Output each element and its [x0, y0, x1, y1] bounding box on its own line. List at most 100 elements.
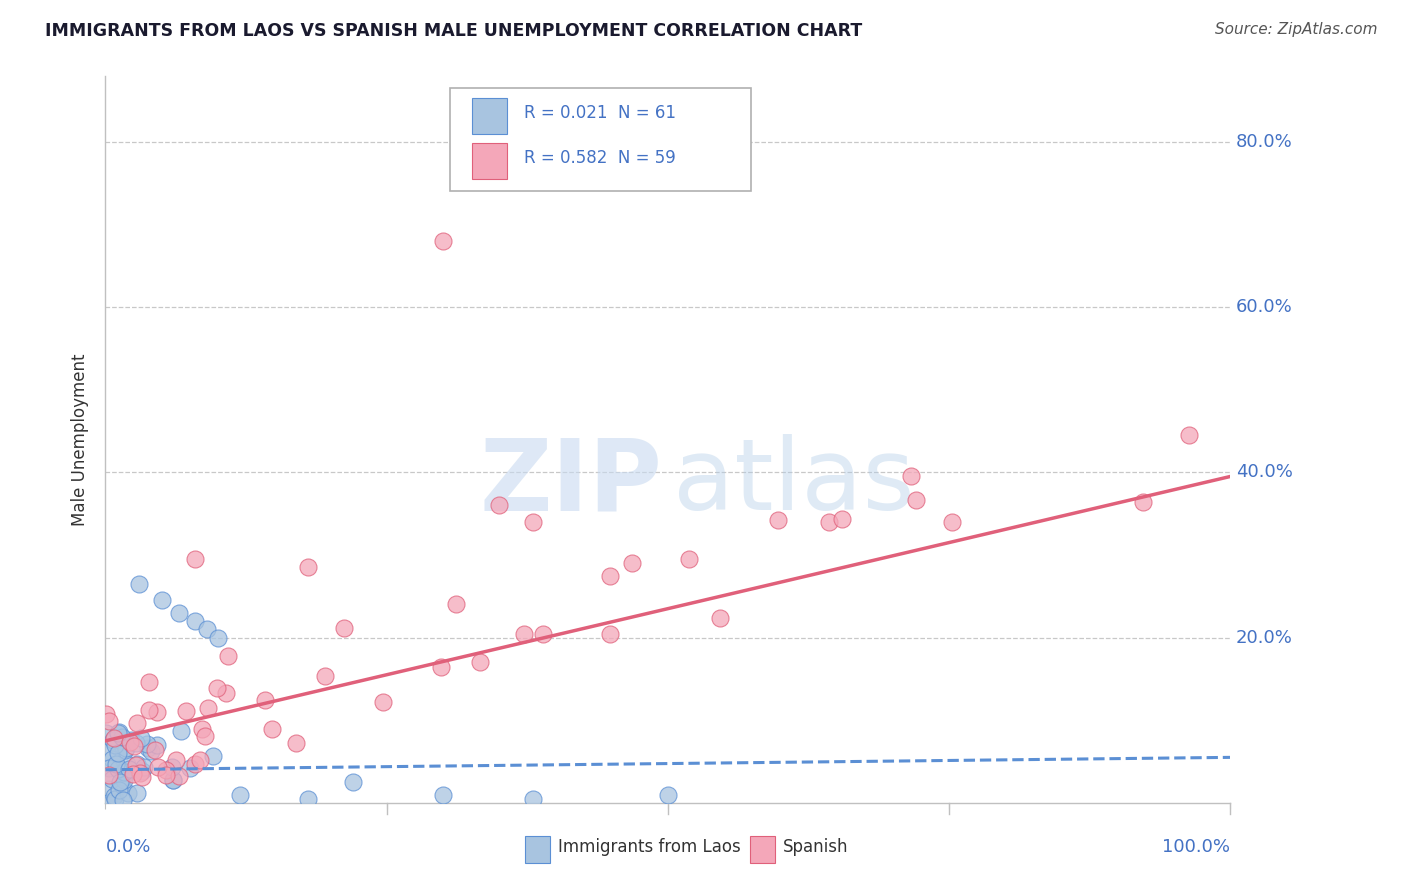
Point — [217, 648, 239, 663]
Point — [184, 552, 207, 566]
Text: 80.0%: 80.0% — [1236, 133, 1292, 151]
Point — [112, 773, 135, 788]
Point — [599, 568, 621, 582]
Point — [135, 737, 157, 751]
Point — [314, 669, 336, 683]
Point — [98, 768, 121, 782]
Point — [104, 792, 127, 806]
Text: Source: ZipAtlas.com: Source: ZipAtlas.com — [1215, 22, 1378, 37]
Point — [143, 743, 166, 757]
Point — [108, 724, 131, 739]
Point — [107, 746, 129, 760]
Point — [657, 788, 679, 802]
Point — [107, 726, 129, 740]
Point — [96, 745, 118, 759]
Point — [284, 736, 307, 750]
Point — [371, 695, 394, 709]
Point — [155, 768, 177, 782]
Point — [101, 733, 124, 747]
Point — [145, 738, 167, 752]
Point — [1132, 494, 1154, 508]
Point — [205, 681, 228, 695]
Point — [429, 659, 451, 673]
Point — [103, 731, 125, 745]
Text: 20.0%: 20.0% — [1236, 629, 1292, 647]
Point — [184, 757, 207, 772]
Point — [709, 611, 731, 625]
Point — [129, 765, 152, 780]
Point — [112, 770, 135, 784]
Point — [121, 766, 143, 780]
Point — [900, 469, 922, 483]
Point — [599, 626, 621, 640]
Point — [162, 772, 184, 787]
Point — [513, 627, 536, 641]
Point — [138, 675, 160, 690]
Point — [97, 714, 120, 729]
Point — [904, 492, 927, 507]
Text: Spanish: Spanish — [783, 838, 848, 856]
Point — [146, 706, 169, 720]
Point — [105, 756, 128, 771]
Point — [103, 789, 125, 803]
Point — [160, 760, 183, 774]
Point — [444, 598, 467, 612]
Text: 60.0%: 60.0% — [1236, 298, 1292, 316]
Point — [155, 764, 177, 778]
Point — [118, 762, 141, 776]
Point — [229, 788, 252, 802]
Point — [124, 736, 146, 750]
Point — [197, 701, 219, 715]
Point — [131, 770, 153, 784]
Point — [101, 752, 124, 766]
Point — [468, 655, 491, 669]
Point — [1178, 428, 1201, 442]
Point — [432, 234, 454, 248]
Point — [112, 764, 135, 779]
Point — [125, 758, 148, 772]
Point — [134, 760, 156, 774]
Point — [136, 740, 159, 755]
Point — [941, 515, 963, 529]
Point — [201, 748, 224, 763]
Point — [103, 738, 125, 752]
Point — [215, 686, 238, 700]
Point — [114, 743, 136, 757]
Point — [141, 744, 163, 758]
Point — [111, 778, 134, 792]
Point — [101, 772, 124, 786]
Point — [97, 782, 120, 797]
Point — [260, 723, 283, 737]
Point — [107, 783, 129, 797]
Point — [117, 786, 139, 800]
Point — [107, 763, 129, 777]
Point — [138, 703, 160, 717]
Point — [297, 560, 319, 574]
Point — [111, 730, 134, 744]
Point — [94, 706, 117, 721]
Point — [488, 499, 510, 513]
Point — [184, 614, 207, 628]
Point — [114, 764, 136, 779]
Point — [115, 756, 138, 771]
Text: Immigrants from Laos: Immigrants from Laos — [558, 838, 741, 856]
Point — [678, 552, 700, 566]
Point — [122, 739, 145, 753]
Point — [332, 621, 354, 635]
Point — [174, 704, 197, 718]
Point — [254, 693, 277, 707]
Point — [831, 512, 853, 526]
Text: 100.0%: 100.0% — [1163, 838, 1230, 856]
Text: 0.0%: 0.0% — [105, 838, 150, 856]
Point — [297, 791, 319, 805]
Text: 40.0%: 40.0% — [1236, 463, 1292, 482]
Point — [167, 769, 190, 783]
Point — [166, 753, 188, 767]
Point — [188, 753, 211, 767]
Point — [194, 729, 217, 743]
Point — [98, 761, 121, 775]
Point — [620, 556, 643, 570]
Text: R = 0.582  N = 59: R = 0.582 N = 59 — [524, 149, 676, 167]
Point — [96, 796, 118, 810]
Y-axis label: Male Unemployment: Male Unemployment — [72, 353, 90, 525]
